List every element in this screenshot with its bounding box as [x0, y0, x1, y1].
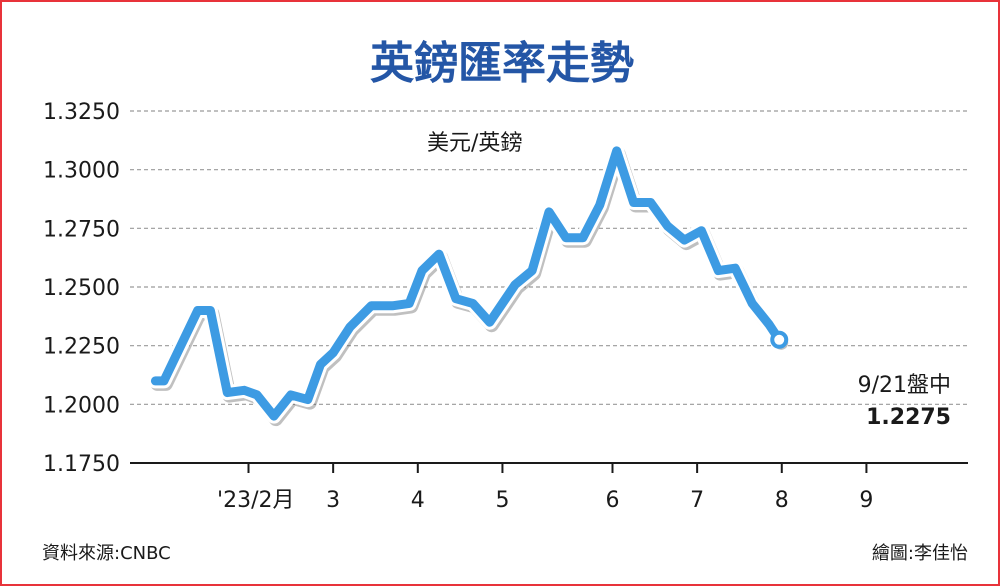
y-tick-label: 1.2250 [43, 335, 120, 360]
y-tick-label: 1.2500 [43, 276, 120, 301]
annotation-value: 1.2275 [866, 405, 951, 430]
x-tick-label: 7 [690, 488, 704, 513]
last-point-marker [770, 330, 789, 349]
unit-label: 美元/英鎊 [427, 131, 522, 156]
credit-note: 繪圖:李佳怡 [872, 543, 968, 564]
x-axis-ticks: '23/2月 3 4 5 6 7 8 9 [217, 463, 873, 513]
source-note: 資料來源:CNBC [42, 543, 171, 564]
series-line-outline [147, 143, 787, 424]
chart-title: 英鎊匯率走勢 [370, 38, 634, 89]
y-tick-label: 1.2000 [43, 393, 120, 418]
y-tick-label: 1.3000 [43, 159, 120, 184]
series-line [150, 146, 784, 421]
series-line-group [147, 143, 789, 427]
y-tick-label: 1.1750 [43, 452, 120, 477]
x-tick-label: 6 [605, 488, 619, 513]
x-tick-label: 3 [326, 488, 340, 513]
y-tick-label: 1.3250 [43, 100, 120, 125]
x-tick-label: 9 [859, 488, 873, 513]
y-tick-label: 1.2750 [43, 217, 120, 242]
x-tick-label: 4 [411, 488, 425, 513]
x-tick-label: 5 [495, 488, 509, 513]
x-tick-label: 8 [775, 488, 789, 513]
annotation-date: 9/21盤中 [858, 373, 951, 398]
x-tick-label: '23/2月 [217, 488, 294, 513]
grid [130, 110, 968, 464]
y-axis-ticks: 1.3250 1.3000 1.2750 1.2500 1.2250 1.2000 1.17… [43, 100, 120, 477]
